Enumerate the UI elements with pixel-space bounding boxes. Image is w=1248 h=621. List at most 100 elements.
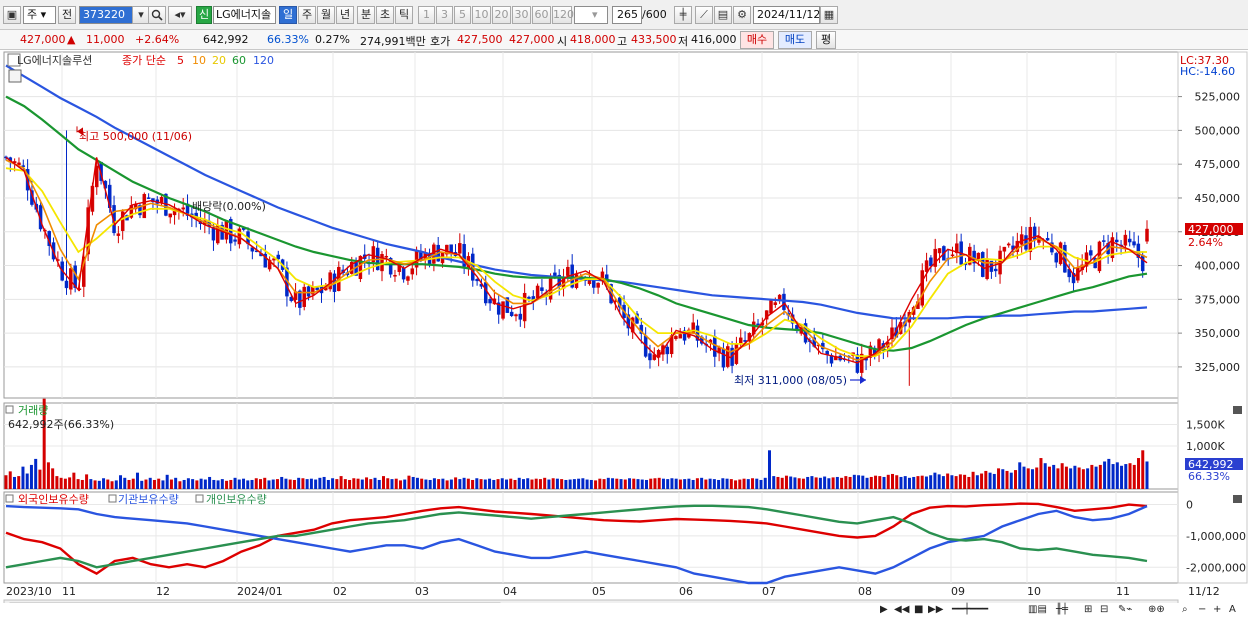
volume-bar [958,474,962,489]
timeframe-second[interactable]: 초 [376,6,394,24]
zoom-slider-icon[interactable]: ━━┿━━━ [952,604,989,615]
volume-bar [127,479,131,489]
speaker-icon[interactable]: ◂▾ [168,6,192,24]
interval-10[interactable]: 10 [472,6,491,24]
chart-menu-icon[interactable]: ▣ [3,6,21,24]
interval-60[interactable]: 60 [532,6,551,24]
volume-bar [1145,461,1149,489]
interval-5[interactable]: 5 [454,6,471,24]
volume-bar [551,478,555,489]
candle-type-icon[interactable]: ╪ [674,6,692,24]
font-size-icon[interactable]: A [1229,604,1236,615]
trend-line-icon[interactable]: ⟋ [695,6,713,24]
volume-close-icon[interactable] [1233,406,1242,414]
volume-value-label: 642,992주(66.33%) [8,418,114,431]
period-select[interactable]: 주 ▾ [23,6,56,24]
gear-icon[interactable]: ⚙ [733,6,751,24]
buy-button[interactable]: 매수 [740,31,774,49]
date-input[interactable]: 2024/11/12 [753,6,820,24]
interval-30[interactable]: 30 [512,6,531,24]
price-tick-label: 500,000 [1195,124,1241,137]
volume-bar [148,477,152,489]
search-icon[interactable] [148,6,166,24]
interval-120[interactable]: 120 [552,6,574,24]
zoom-search-icon[interactable]: ⌕ [1182,604,1188,615]
volume-bars [4,398,1149,489]
volume-bar [466,478,470,489]
volume-bar [619,479,623,489]
volume-bar [712,479,716,489]
candle-body [181,207,185,210]
candle-body [298,290,302,308]
timeframe-year[interactable]: 년 [336,6,354,24]
count-input[interactable]: 265 [612,6,642,24]
stop-icon[interactable]: ■ [914,604,924,615]
timeframe-week[interactable]: 주 [298,6,316,24]
volume-bar [326,479,330,489]
calendar-icon[interactable]: ▦ [820,6,838,24]
interval-20[interactable]: 20 [492,6,511,24]
volume-bar [114,480,118,489]
draw-icon[interactable]: ✎⌁ [1118,604,1133,615]
volume-bar [543,477,547,489]
stock-chart[interactable]: 325,000350,000375,000400,000425,000450,0… [0,51,1248,603]
volume-bar [988,472,992,489]
stock-code-input[interactable]: 373220 [79,6,134,24]
volume-bar [373,477,377,489]
timeframe-minute[interactable]: 분 [357,6,375,24]
stock-name-field[interactable]: LG에너지솔 [213,6,276,24]
indicator-icon[interactable]: ⊞ [1084,604,1093,615]
rewind-icon[interactable]: ◀◀ [894,604,910,615]
candle-body [445,244,449,255]
volume-bar [292,479,296,489]
play-icon[interactable]: ▶ [880,604,888,615]
candle-body [782,293,786,310]
price-tick-label: 475,000 [1195,158,1241,171]
timeframe-month[interactable]: 월 [317,6,335,24]
new-badge: 신 [196,6,212,24]
volume-bar [1128,463,1132,489]
average-button[interactable]: 평 [816,31,836,49]
x-tick-label: 05 [592,585,606,598]
interval-3[interactable]: 3 [436,6,453,24]
candle-icon[interactable]: ╫╪ [1056,604,1069,615]
candle-body [929,257,933,267]
volume-bar [123,477,127,489]
chart-type-icon[interactable]: ▥▤ [1028,604,1047,615]
forward-icon[interactable]: ▶▶ [928,604,944,615]
timeframe-day[interactable]: 일 [279,6,297,24]
legend-box-icon[interactable] [7,53,21,67]
volume-box-icon[interactable] [5,405,14,414]
volume-bar [895,475,899,489]
volume-bar [59,477,63,489]
candle-body [328,272,332,290]
volume-bar [865,477,869,489]
volume-bar [589,479,593,489]
candle-body [566,266,570,276]
volume-bar [818,477,822,489]
volume-ratio: 66.33% [267,33,309,46]
interval-1[interactable]: 1 [418,6,435,24]
volume-bar [161,480,165,489]
volume-bar [186,478,190,489]
holding-box-icon[interactable] [5,494,14,503]
zoom-out-icon[interactable]: − [1198,604,1207,615]
volume-bar [776,476,780,489]
interval-custom-select[interactable]: ▾ [574,6,608,24]
candle-body [82,256,86,287]
compare-icon[interactable]: ⊟ [1100,604,1109,615]
sell-button[interactable]: 매도 [778,31,812,49]
save-icon[interactable]: ▤ [714,6,732,24]
holding-tick-label: -1,000,000 [1186,530,1246,543]
candle-body [955,243,959,254]
volume-bar [144,479,148,489]
link-icon[interactable]: ⊕⊕ [1148,604,1165,615]
volume-bar [377,479,381,489]
timeframe-tick[interactable]: 틱 [395,6,413,24]
holding-close-icon[interactable] [1233,495,1242,503]
horizontal-scrollbar[interactable] [3,599,1179,603]
prev-button[interactable]: 전 [58,6,76,24]
grid-toggle-icon[interactable] [8,69,22,83]
candle-body [159,196,164,203]
zoom-in-icon[interactable]: + [1213,604,1222,615]
